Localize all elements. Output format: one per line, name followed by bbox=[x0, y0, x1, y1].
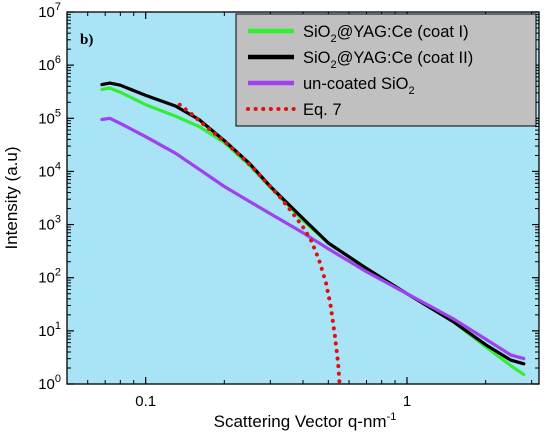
series-layer bbox=[100, 81, 526, 384]
legend-label-3: un-coated SiO2 bbox=[303, 75, 415, 97]
y-tick-label: 106 bbox=[38, 54, 61, 74]
x-axis-title-sup: -1 bbox=[387, 411, 397, 423]
panel-label: b) bbox=[80, 32, 93, 48]
x-axis-title-text: Scattering Vector q-nm bbox=[214, 412, 387, 431]
y-tick-label: 104 bbox=[38, 160, 61, 180]
y-tick-label: 107 bbox=[38, 1, 61, 21]
legend-label-1: SiO2@YAG:Ce (coat I) bbox=[303, 23, 469, 45]
legend: SiO2@YAG:Ce (coat I) SiO2@YAG:Ce (coat II… bbox=[235, 13, 537, 127]
y-axis-title: Intensity (a.u) bbox=[2, 147, 21, 250]
series-line-3 bbox=[100, 116, 526, 361]
legend-label-4: Eq. 7 bbox=[303, 101, 342, 119]
x-axis-title: Scattering Vector q-nm-1 bbox=[214, 411, 397, 431]
plot-frame bbox=[66, 11, 540, 385]
x-tick-label: 1 bbox=[403, 393, 411, 410]
x-tick-label: 0.1 bbox=[135, 393, 156, 410]
y-tick-label: 101 bbox=[38, 320, 61, 340]
y-tick-label: 102 bbox=[38, 267, 61, 287]
legend-label-2: SiO2@YAG:Ce (coat II) bbox=[303, 49, 473, 71]
y-tick-label: 105 bbox=[38, 107, 61, 127]
y-tick-label: 103 bbox=[38, 214, 61, 234]
y-tick-label: 100 bbox=[38, 373, 61, 393]
